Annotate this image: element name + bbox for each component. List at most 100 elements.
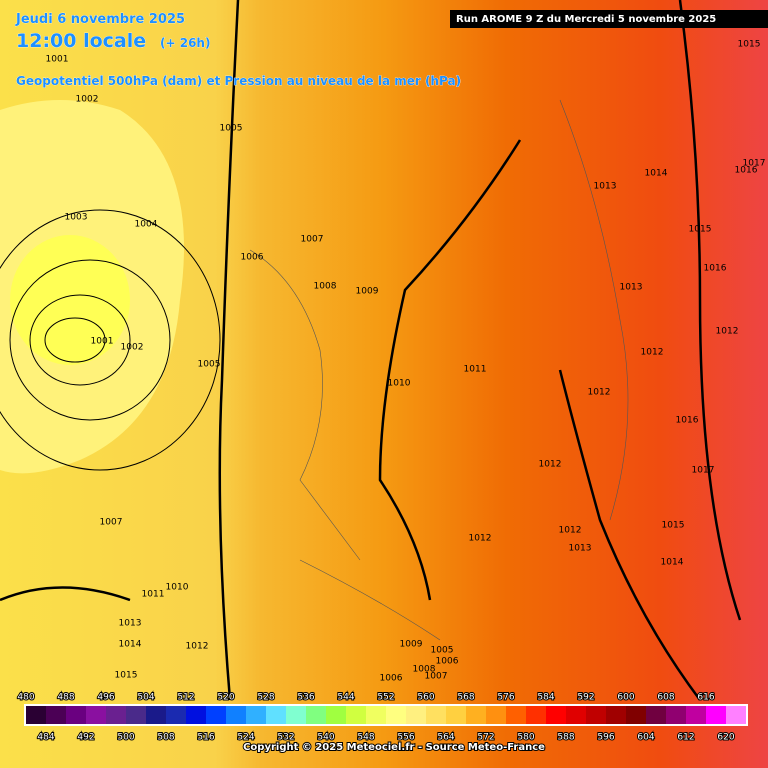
legend-label: 512	[177, 693, 194, 703]
isobar-label: 1012	[186, 642, 209, 652]
legend-swatch	[26, 706, 46, 724]
run-banner	[450, 10, 768, 28]
isobar-label: 1002	[76, 95, 99, 105]
legend-swatch	[386, 706, 406, 724]
legend-label: 524	[237, 733, 254, 743]
contour	[218, 0, 240, 701]
legend-swatch	[526, 706, 546, 724]
isobar-label: 1015	[115, 671, 138, 681]
isobar-label: 1010	[388, 379, 411, 389]
isobar-label: 1007	[301, 235, 324, 245]
legend-swatch	[506, 706, 526, 724]
isobar-label: 1004	[135, 220, 158, 230]
isobar-label: 1005	[198, 360, 221, 370]
legend-label: 508	[157, 733, 174, 743]
legend-label: 616	[697, 693, 714, 703]
legend-swatch	[686, 706, 706, 724]
legend-swatch	[226, 706, 246, 724]
border	[299, 559, 441, 641]
legend-swatch	[246, 706, 266, 724]
legend-label: 484	[37, 733, 54, 743]
isobar-label: 1009	[400, 640, 423, 650]
legend-label: 564	[437, 733, 454, 743]
isobar-label: 1013	[594, 182, 617, 192]
copyright: Copyright © 2025 Meteociel.fr - Source M…	[243, 742, 545, 753]
legend-label: 516	[197, 733, 214, 743]
isobar-label: 1012	[588, 388, 611, 398]
isobar-label: 1007	[100, 518, 123, 528]
legend-label: 596	[597, 733, 614, 743]
legend-swatch	[346, 706, 366, 724]
isobar	[9, 259, 171, 421]
isobar-label: 1006	[241, 253, 264, 263]
isobar-label: 1007	[425, 672, 448, 682]
legend-swatch	[666, 706, 686, 724]
border	[559, 99, 629, 521]
legend-label: 540	[317, 733, 334, 743]
legend-swatch	[626, 706, 646, 724]
legend-label: 492	[77, 733, 94, 743]
isobar-label: 1001	[46, 55, 69, 65]
isobar-label: 1015	[738, 40, 761, 50]
isobar	[44, 317, 106, 363]
isobar-label: 1009	[356, 287, 379, 297]
isobar-label: 1008	[314, 282, 337, 292]
isobar-label: 1011	[464, 365, 487, 375]
isobar	[0, 209, 221, 471]
isobar-label: 1017	[692, 466, 715, 476]
legend-swatch	[266, 706, 286, 724]
legend-swatch	[86, 706, 106, 724]
isobar-label: 1005	[220, 124, 243, 134]
isobar-label: 1012	[469, 534, 492, 544]
isobar-label: 1006	[436, 657, 459, 667]
legend-label: 536	[297, 693, 314, 703]
legend-swatch	[586, 706, 606, 724]
legend-label: 528	[257, 693, 274, 703]
legend-label: 532	[277, 733, 294, 743]
legend-label: 488	[57, 693, 74, 703]
isobar-label: 1017	[743, 159, 766, 169]
legend-label: 572	[477, 733, 494, 743]
legend-label: 600	[617, 693, 634, 703]
legend-swatch	[126, 706, 146, 724]
legend-label: 592	[577, 693, 594, 703]
legend-swatch	[46, 706, 66, 724]
legend-label: 608	[657, 693, 674, 703]
legend-label: 544	[337, 693, 354, 703]
legend-swatch	[566, 706, 586, 724]
legend-swatch	[406, 706, 426, 724]
isobar-label: 1013	[620, 283, 643, 293]
borders	[249, 99, 629, 641]
isobar-label: 1001	[91, 337, 114, 347]
legend: 480 484 488 492 496 500 504 508 512 516 520 524 528 5…	[16, 692, 748, 744]
yellow-area	[10, 235, 130, 365]
legend-swatch	[306, 706, 326, 724]
isobar-label: 1012	[539, 460, 562, 470]
legend-label: 556	[397, 733, 414, 743]
field: Geopotentiel 500hPa (dam) et Pression au…	[16, 74, 461, 88]
legend-label: 552	[377, 693, 394, 703]
legend-swatch	[486, 706, 506, 724]
isobar-label: 1015	[689, 225, 712, 235]
time: 12:00 locale	[16, 30, 146, 52]
isobar-label: 1012	[641, 348, 664, 358]
legend-swatch	[426, 706, 446, 724]
legend-label: 620	[717, 733, 734, 743]
legend-label: 496	[97, 693, 114, 703]
date: Jeudi 6 novembre 2025	[15, 12, 185, 27]
legend-swatch	[166, 706, 186, 724]
legend-swatch	[466, 706, 486, 724]
isobar-label: 1016	[735, 166, 758, 176]
isobar-label: 1015	[662, 521, 685, 531]
legend-swatch	[326, 706, 346, 724]
legend-swatch	[446, 706, 466, 724]
run-label: Run AROME 9 Z du Mercredi 5 novembre 202…	[456, 14, 716, 25]
isobar-label: 1014	[119, 640, 142, 650]
legend-label: 504	[137, 693, 154, 703]
legend-swatch	[106, 706, 126, 724]
isobar-label: 1016	[704, 264, 727, 274]
legend-label: 612	[677, 733, 694, 743]
legend-swatch	[286, 706, 306, 724]
legend-label: 588	[557, 733, 574, 743]
